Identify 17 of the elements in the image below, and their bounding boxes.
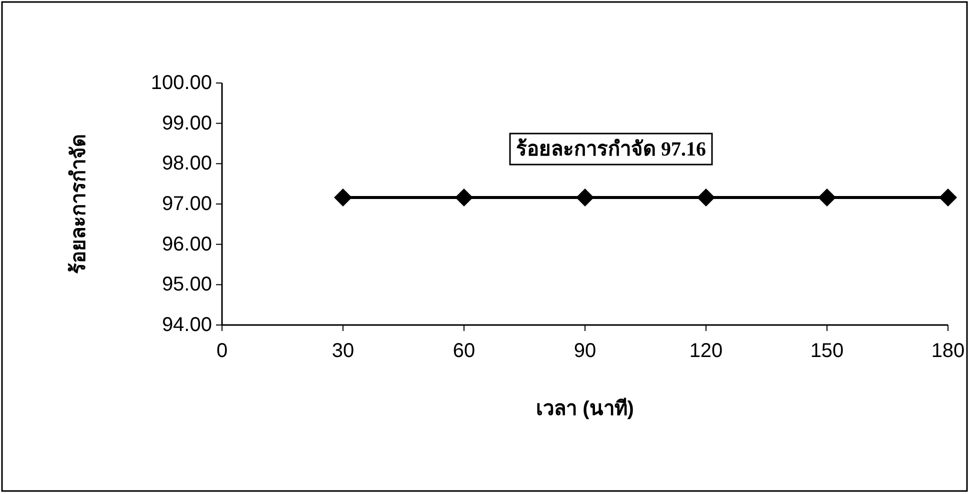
x-tick-label: 180 bbox=[931, 340, 965, 362]
x-tick-label: 90 bbox=[574, 340, 596, 362]
x-tick-label: 30 bbox=[332, 340, 354, 362]
y-tick-label: 96.00 bbox=[162, 233, 212, 256]
x-tick-label: 60 bbox=[452, 340, 476, 362]
x-axis-title: เวลา (นาที) bbox=[536, 397, 634, 420]
x-tick-label: 150 bbox=[810, 340, 844, 362]
y-tick-label: 100.00 bbox=[150, 72, 212, 94]
y-tick-label: 97.00 bbox=[162, 193, 212, 215]
y-axis-title: ร้อยละการกำจัด bbox=[67, 134, 90, 274]
y-tick-label: 94.00 bbox=[162, 314, 212, 336]
y-tick-label: 95.00 bbox=[162, 274, 212, 296]
annotation: ร้อยละการกำจัด 97.16 bbox=[516, 138, 706, 161]
y-tick-label: 98.00 bbox=[162, 152, 212, 175]
y-tick-label: 99.00 bbox=[162, 112, 212, 134]
x-tick-label: 0 bbox=[216, 340, 228, 362]
x-tick-label: 120 bbox=[689, 340, 723, 362]
